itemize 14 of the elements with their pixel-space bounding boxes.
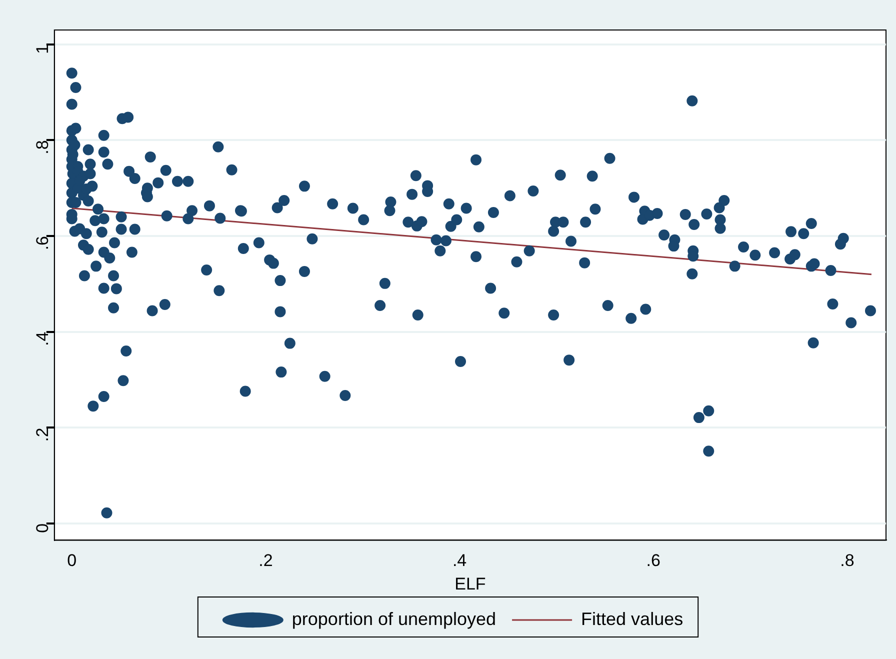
x-tick-label: .2 [258,551,273,570]
x-tick-label: 0 [67,551,77,570]
y-tick-label: 1 [33,44,52,54]
legend-label: Fitted values [581,608,684,629]
legend-label: proportion of unemployed [292,608,496,629]
x-axis-title: ELF [454,574,486,594]
x-tick-label: .8 [840,551,854,570]
y-tick-label: .4 [33,332,52,346]
y-tick-label: .8 [33,140,52,154]
y-tick-label: 0 [33,523,52,533]
x-tick-label: .4 [452,551,467,570]
y-tick-label: .2 [33,428,52,442]
x-tick-label: .6 [646,551,660,570]
y-tick-label: .6 [33,236,52,250]
